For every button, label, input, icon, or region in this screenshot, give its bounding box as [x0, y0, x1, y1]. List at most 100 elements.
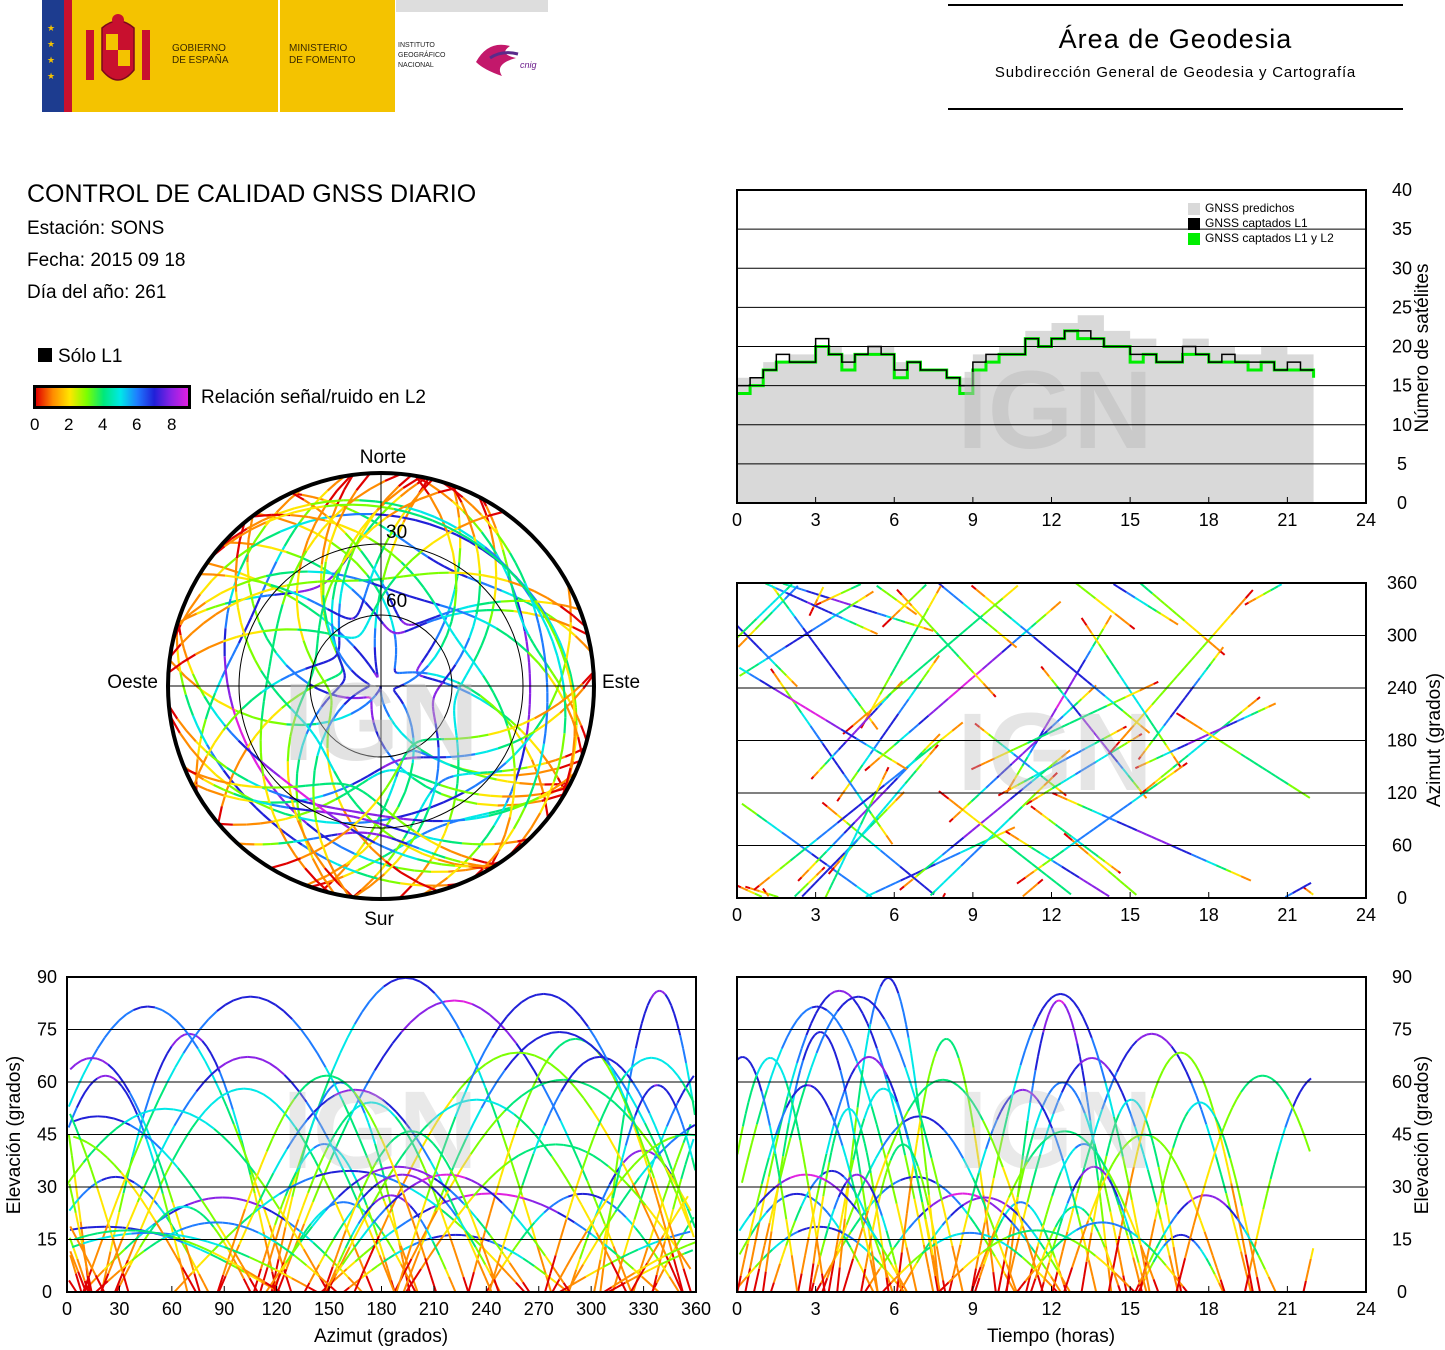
elevation-azimuth-segment	[310, 1218, 316, 1225]
sky-track-segment	[296, 674, 309, 684]
elevation-azimuth-segment	[396, 1257, 402, 1265]
sky-track-segment	[509, 719, 522, 731]
elevation-azimuth-segment	[236, 1124, 243, 1141]
sky-track-segment	[364, 601, 372, 610]
elevation-azimuth-segment	[686, 1124, 696, 1131]
azimuth-track-segment	[877, 783, 882, 789]
azimuth-track-segment	[804, 869, 810, 875]
azimuth-track-segment	[1155, 610, 1162, 615]
elevation-azimuth-segment	[415, 1137, 425, 1150]
sky-track-segment	[438, 562, 445, 568]
sky-track-segment	[207, 788, 225, 797]
elevation-azimuth-segment	[301, 1136, 310, 1149]
azimuth-time-watermark: IGN	[957, 691, 1153, 814]
azimuth-track-segment	[812, 773, 817, 778]
azimuth-track-segment	[1036, 735, 1042, 740]
sky-track-segment	[359, 604, 364, 610]
azimuth-track-segment	[918, 719, 925, 725]
azimuth-track-segment	[1161, 777, 1167, 782]
azimuth-track-segment	[880, 886, 887, 891]
sky-track-segment	[548, 623, 557, 637]
sky-track-segment	[266, 679, 275, 689]
elevation-azimuth-segment	[648, 1217, 659, 1237]
sky-track-segment	[256, 543, 273, 549]
elevation-azimuth-segment	[591, 1109, 601, 1124]
sky-track-segment	[400, 871, 420, 884]
sky-track-segment	[253, 603, 259, 612]
azimuth-track-segment	[927, 656, 934, 663]
elevation-azimuth-segment	[191, 1263, 202, 1274]
elevation-azimuth-segment	[506, 1031, 518, 1045]
azimuth-track-segment	[947, 693, 954, 700]
sky-track-segment	[274, 592, 282, 596]
elevation-azimuth-segment	[393, 1155, 403, 1168]
elevation-azimuth-segment	[294, 1223, 306, 1247]
azimuth-track-segment	[1161, 840, 1167, 845]
sky-track-segment	[300, 850, 315, 860]
azimuth-track-segment	[882, 808, 888, 815]
azimuth-track-segment	[1223, 618, 1229, 624]
sky-track-segment	[335, 507, 347, 527]
azimuth-track-segment	[758, 880, 766, 887]
azimuth-track-segment	[1148, 783, 1153, 788]
sky-track-segment	[464, 753, 476, 757]
azimuth-track-segment	[955, 653, 960, 658]
elevation-azimuth-segment	[341, 1246, 351, 1263]
azimuth-track-segment	[1134, 596, 1140, 602]
azimuth-track-segment	[839, 832, 845, 838]
azimuth-track-segment	[1106, 702, 1112, 707]
elevation-azimuth-segment	[646, 998, 652, 1006]
azimuth-track-segment	[1147, 589, 1154, 595]
elevation-azimuth-tracks	[66, 976, 697, 1293]
azimuth-track-segment	[1069, 871, 1076, 876]
sky-track-segment	[320, 699, 328, 708]
azimuth-track-segment	[1092, 709, 1098, 714]
azimuth-track-segment	[1206, 731, 1212, 736]
azimuth-track-segment	[851, 881, 858, 888]
azimuth-track-segment	[990, 690, 995, 695]
sky-track-segment	[366, 682, 370, 686]
azimuth-track-segment	[900, 877, 906, 882]
sky-track-segment	[382, 622, 387, 628]
azimuth-track-segment	[1169, 771, 1175, 776]
azimuth-track-segment	[1241, 708, 1246, 713]
azimuth-track-segment	[924, 864, 931, 870]
sky-track-segment	[440, 784, 450, 789]
sky-track-segment	[285, 832, 295, 841]
sky-track-segment	[429, 861, 443, 866]
sky-track-segment	[279, 524, 296, 533]
azimuth-track-segment	[1170, 749, 1175, 753]
sky-track-segment	[400, 515, 416, 522]
elevation-azimuth-segment	[386, 1268, 393, 1281]
sky-track-segment	[236, 546, 252, 559]
azimuth-track-segment	[763, 876, 771, 883]
sky-track-segment	[552, 627, 562, 644]
elevation-azimuth-segment	[271, 1271, 281, 1283]
sky-track-segment	[354, 690, 361, 696]
azimuth-track-segment	[875, 845, 882, 852]
elevation-azimuth-segment	[456, 1196, 465, 1205]
azimuth-track-segment	[984, 759, 991, 764]
azimuth-track-segment	[1050, 712, 1055, 718]
azimuth-track-segment	[1134, 765, 1140, 770]
elevation-azimuth-segment	[661, 1182, 671, 1205]
elevation-azimuth-segment	[262, 1183, 272, 1197]
sky-track-segment	[482, 574, 496, 579]
sky-track-segment	[263, 587, 276, 593]
sky-track-segment	[468, 735, 479, 739]
sky-track-segment	[313, 528, 324, 541]
sky-track-segment	[515, 604, 520, 611]
azimuth-track-segment	[1051, 651, 1057, 657]
sky-track-segment	[319, 782, 326, 786]
azimuth-track-segment	[1044, 854, 1050, 860]
sky-track-segment	[371, 832, 377, 836]
sky-track-segment	[197, 738, 202, 749]
azimuth-track-segment	[835, 614, 840, 618]
sky-track-segment	[363, 624, 368, 630]
sky-track-segment	[215, 602, 226, 608]
sky-track-segment	[178, 732, 192, 749]
azimuth-track-segment	[1135, 795, 1141, 800]
elevation-azimuth-segment	[631, 1048, 637, 1064]
azimuth-track-segment	[1136, 716, 1142, 722]
azimuth-track-segment	[790, 611, 796, 617]
